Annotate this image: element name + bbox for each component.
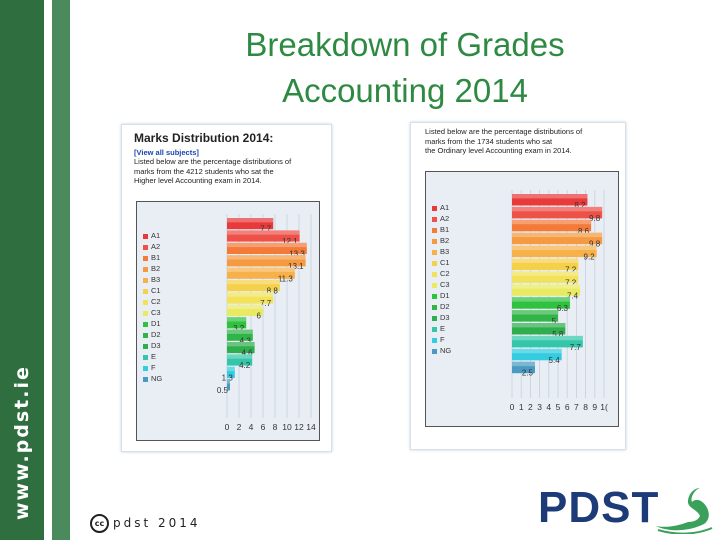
x-tick-label: 7	[574, 402, 579, 412]
ordinary-level-panel: Listed below are the percentage distribu…	[410, 122, 626, 450]
footer: cc pdst 2014	[90, 512, 201, 534]
higher-level-chart-frame: A1 A2 B1 B2 B3 C1 C2 C3 D1 D2 D3 E F NG 0 2 4 6 8 10 12 14 7.…	[136, 201, 320, 441]
x-tick-label: 6	[565, 402, 570, 412]
x-tick-label: 5	[556, 402, 561, 412]
title-line-2: Accounting 2014	[170, 68, 640, 114]
ordinary-level-chart: 0 1 2 3 4 5 6 7 8 9 1(8.29.88.69.89.27.27.27.46.35…	[426, 172, 620, 428]
description-line: marks from the 1734 students who sat	[425, 137, 625, 147]
bar-highlight	[512, 271, 578, 275]
bar-highlight	[227, 230, 300, 234]
side-accent-bar	[52, 0, 70, 540]
x-tick-label: 12	[294, 422, 304, 432]
bar-highlight	[512, 323, 565, 327]
ordinary-level-description: Listed below are the percentage distribu…	[425, 127, 625, 156]
x-tick-label: 9	[592, 402, 597, 412]
bar-highlight	[227, 379, 230, 383]
data-label: 0.5	[217, 386, 229, 395]
x-tick-label: 0	[225, 422, 230, 432]
x-tick-label: 0	[510, 402, 515, 412]
bar-highlight	[227, 330, 253, 334]
bar-highlight	[512, 194, 587, 198]
side-url: www.pdst.ie	[11, 365, 33, 520]
bar-highlight	[512, 259, 578, 263]
x-tick-label: 2	[237, 422, 242, 432]
bar-highlight	[227, 354, 252, 358]
data-label: 11.3	[278, 274, 294, 283]
bar-highlight	[512, 207, 602, 211]
bar-highlight	[227, 317, 246, 321]
slide-title: Breakdown of Grades Accounting 2014	[170, 22, 640, 114]
x-tick-label: 6	[261, 422, 266, 432]
x-tick-label: 4	[249, 422, 254, 432]
bar-highlight	[512, 349, 562, 353]
swan-icon	[538, 482, 714, 534]
data-label: 5.4	[549, 356, 561, 365]
pdst-logo: PDST	[538, 482, 714, 534]
x-tick-label: 1	[519, 402, 524, 412]
ordinary-level-chart-frame: A1 A2 B1 B2 B3 C1 C2 C3 D1 D2 D3 E F NG 0 1 2 3 4 5 6 7 8 9 1(8…	[425, 171, 619, 427]
bar-highlight	[227, 292, 273, 296]
x-tick-label: 8	[273, 422, 278, 432]
marks-distribution-heading: Marks Distribution 2014:	[134, 131, 273, 145]
bar-highlight	[512, 310, 558, 314]
bar-highlight	[512, 284, 580, 288]
view-all-subjects-link[interactable]: [View all subjects]	[134, 148, 199, 157]
x-tick-label: 14	[306, 422, 316, 432]
description-line: marks from the 4212 students who sat the	[134, 167, 332, 177]
data-label: 6.3	[557, 304, 569, 313]
x-tick-label: 8	[583, 402, 588, 412]
description-line: Listed below are the percentage distribu…	[425, 127, 625, 137]
bar-highlight	[512, 297, 570, 301]
x-tick-label: 10	[282, 422, 292, 432]
bar-highlight	[227, 268, 295, 272]
bar-highlight	[227, 305, 263, 309]
bar-highlight	[512, 246, 597, 250]
bar-highlight	[227, 342, 255, 346]
bar-highlight	[227, 243, 307, 247]
x-tick-label: 1(	[600, 402, 608, 412]
data-label: 2.5	[522, 369, 534, 378]
data-label: 6	[257, 312, 262, 321]
higher-level-description: Listed below are the percentage distribu…	[134, 157, 332, 186]
x-tick-label: 3	[537, 402, 542, 412]
bar-highlight	[227, 367, 235, 371]
description-line: Higher level Accounting exam in 2014.	[134, 176, 332, 186]
data-label: 4.2	[239, 361, 251, 370]
creative-commons-icon: cc	[90, 514, 109, 533]
footer-text: pdst 2014	[113, 516, 201, 530]
x-tick-label: 4	[546, 402, 551, 412]
description-line: Listed below are the percentage distribu…	[134, 157, 332, 167]
x-tick-label: 2	[528, 402, 533, 412]
data-label: 9.2	[584, 253, 596, 262]
bar-highlight	[227, 218, 273, 222]
bar-highlight	[512, 220, 591, 224]
higher-level-chart: 0 2 4 6 8 10 12 147.712.113.313.111.38.87.763.2…	[137, 202, 321, 442]
data-label: 7.7	[570, 343, 582, 352]
bar-highlight	[512, 233, 602, 237]
higher-level-panel: Marks Distribution 2014: [View all subje…	[121, 124, 332, 452]
side-url-text: www.pdst.ie	[4, 220, 40, 520]
bar-highlight	[227, 280, 280, 284]
title-line-1: Breakdown of Grades	[170, 22, 640, 68]
bar-highlight	[227, 255, 306, 259]
bar-highlight	[512, 362, 535, 366]
bar-highlight	[512, 336, 583, 340]
description-line: the Ordinary level Accounting exam in 20…	[425, 146, 625, 156]
